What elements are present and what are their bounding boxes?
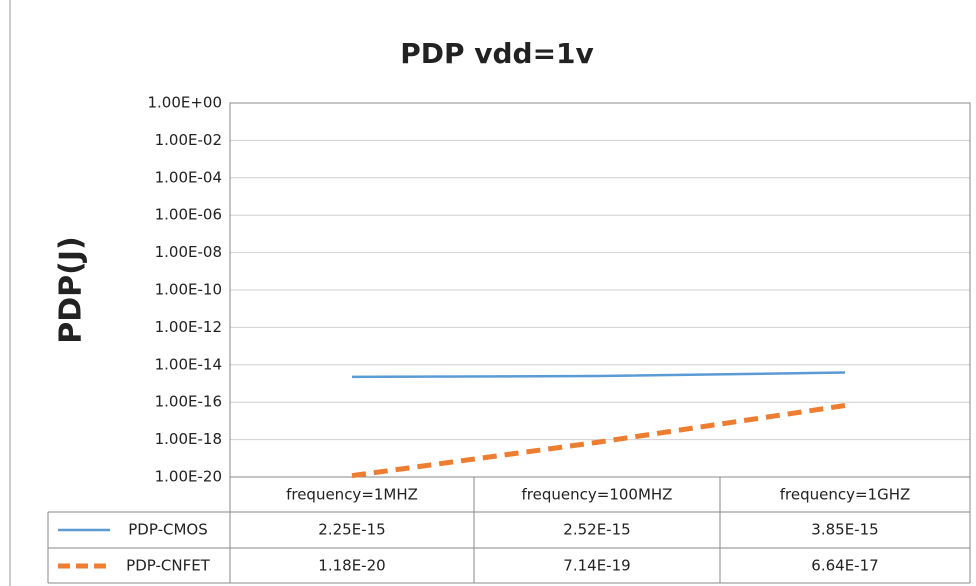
y-tick-label: 1.00E-16 [155, 393, 222, 411]
legend-label: PDP-CNFET [126, 557, 211, 575]
y-tick-label: 1.00E-14 [155, 355, 222, 373]
y-tick-label: 1.00E-12 [155, 318, 222, 336]
series-line [351, 371, 846, 379]
table-value: 2.25E-15 [318, 521, 385, 539]
chart-title: PDP vdd=1v [400, 37, 594, 70]
x-tick-label: frequency=1MHZ [286, 486, 418, 504]
plot-border [229, 102, 971, 478]
legend-label: PDP-CMOS [128, 521, 207, 539]
x-tick-label: frequency=100MHZ [522, 486, 673, 504]
y-tick-label: 1.00E-08 [155, 243, 222, 261]
table-value: 6.64E-17 [811, 557, 878, 575]
y-tick-label: 1.00E-02 [155, 131, 222, 149]
series-line [351, 403, 846, 479]
y-tick-label: 1.00E-20 [155, 468, 222, 486]
y-tick-label: 1.00E-06 [155, 206, 222, 224]
y-tick-label: 1.00E+00 [147, 94, 222, 112]
table-value: 7.14E-19 [563, 557, 630, 575]
table-value: 1.18E-20 [318, 557, 385, 575]
table-value: 2.52E-15 [563, 521, 630, 539]
table-value: 3.85E-15 [811, 521, 878, 539]
y-tick-label: 1.00E-10 [155, 281, 222, 299]
y-tick-label: 1.00E-18 [155, 430, 222, 448]
y-tick-label: 1.00E-04 [155, 168, 222, 186]
y-axis-label: PDP(J) [54, 236, 89, 343]
x-tick-label: frequency=1GHZ [780, 486, 911, 504]
